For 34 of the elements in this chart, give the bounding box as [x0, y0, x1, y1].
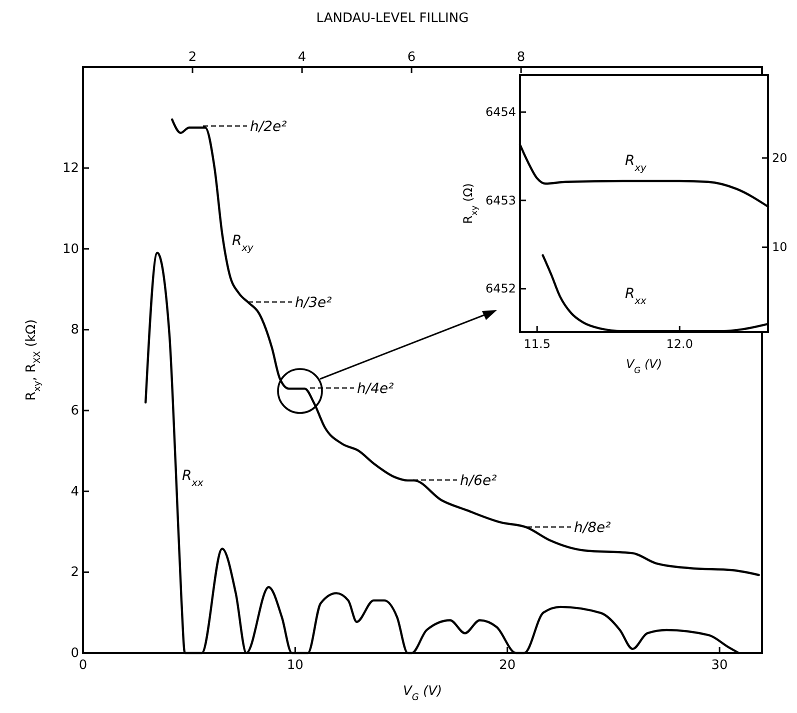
- x2-tick-label: 6: [407, 50, 416, 65]
- y-tick-label: 2: [70, 565, 79, 580]
- x-tick-label: 10: [286, 658, 304, 673]
- annotation: h/3e²: [295, 295, 332, 311]
- x2-tick-label: 4: [298, 50, 306, 65]
- y-tick-label: 0: [70, 646, 79, 661]
- annotation: h/8e²: [574, 520, 612, 536]
- series-label: R$_{xy}$: [625, 153, 647, 174]
- y-tick-label: 6: [70, 404, 79, 419]
- line-series: [171, 118, 760, 576]
- series-label: R$_{xx}$: [182, 468, 204, 488]
- y-tick-label: 6453: [485, 193, 516, 208]
- y-tick-label: 4: [70, 484, 79, 500]
- y2-tick-label: 10: [772, 240, 788, 254]
- y-tick-label: 8: [70, 322, 79, 338]
- y-tick-label: 10: [62, 242, 79, 257]
- x2-axis-title: LANDAU-LEVEL FILLING: [316, 11, 469, 26]
- annotation: h/2e²: [250, 119, 288, 135]
- series-label: R$_{xy}$: [232, 233, 254, 254]
- y-tick-label: 12: [62, 161, 79, 176]
- annotation: h/6e²: [460, 473, 498, 489]
- x-tick-label: 12.0: [666, 337, 693, 351]
- series-label: R$_{xx}$: [625, 286, 647, 306]
- x2-tick-label: 2: [188, 50, 197, 65]
- x-tick-label: 20: [499, 658, 516, 673]
- x2-tick-label: 8: [516, 50, 526, 65]
- x-tick-label: 30: [711, 658, 728, 673]
- x-tick-label: 11.5: [524, 337, 550, 351]
- x-axis-title: V$_{G}$ (V): [626, 357, 662, 375]
- annotation: h/4e²: [357, 381, 394, 397]
- x-axis-title: V$_{G}$ (V): [402, 684, 442, 703]
- y-tick-label: 6452: [485, 282, 516, 296]
- y2-tick-label: 20: [772, 150, 788, 165]
- y-tick-label: 6454: [485, 105, 516, 120]
